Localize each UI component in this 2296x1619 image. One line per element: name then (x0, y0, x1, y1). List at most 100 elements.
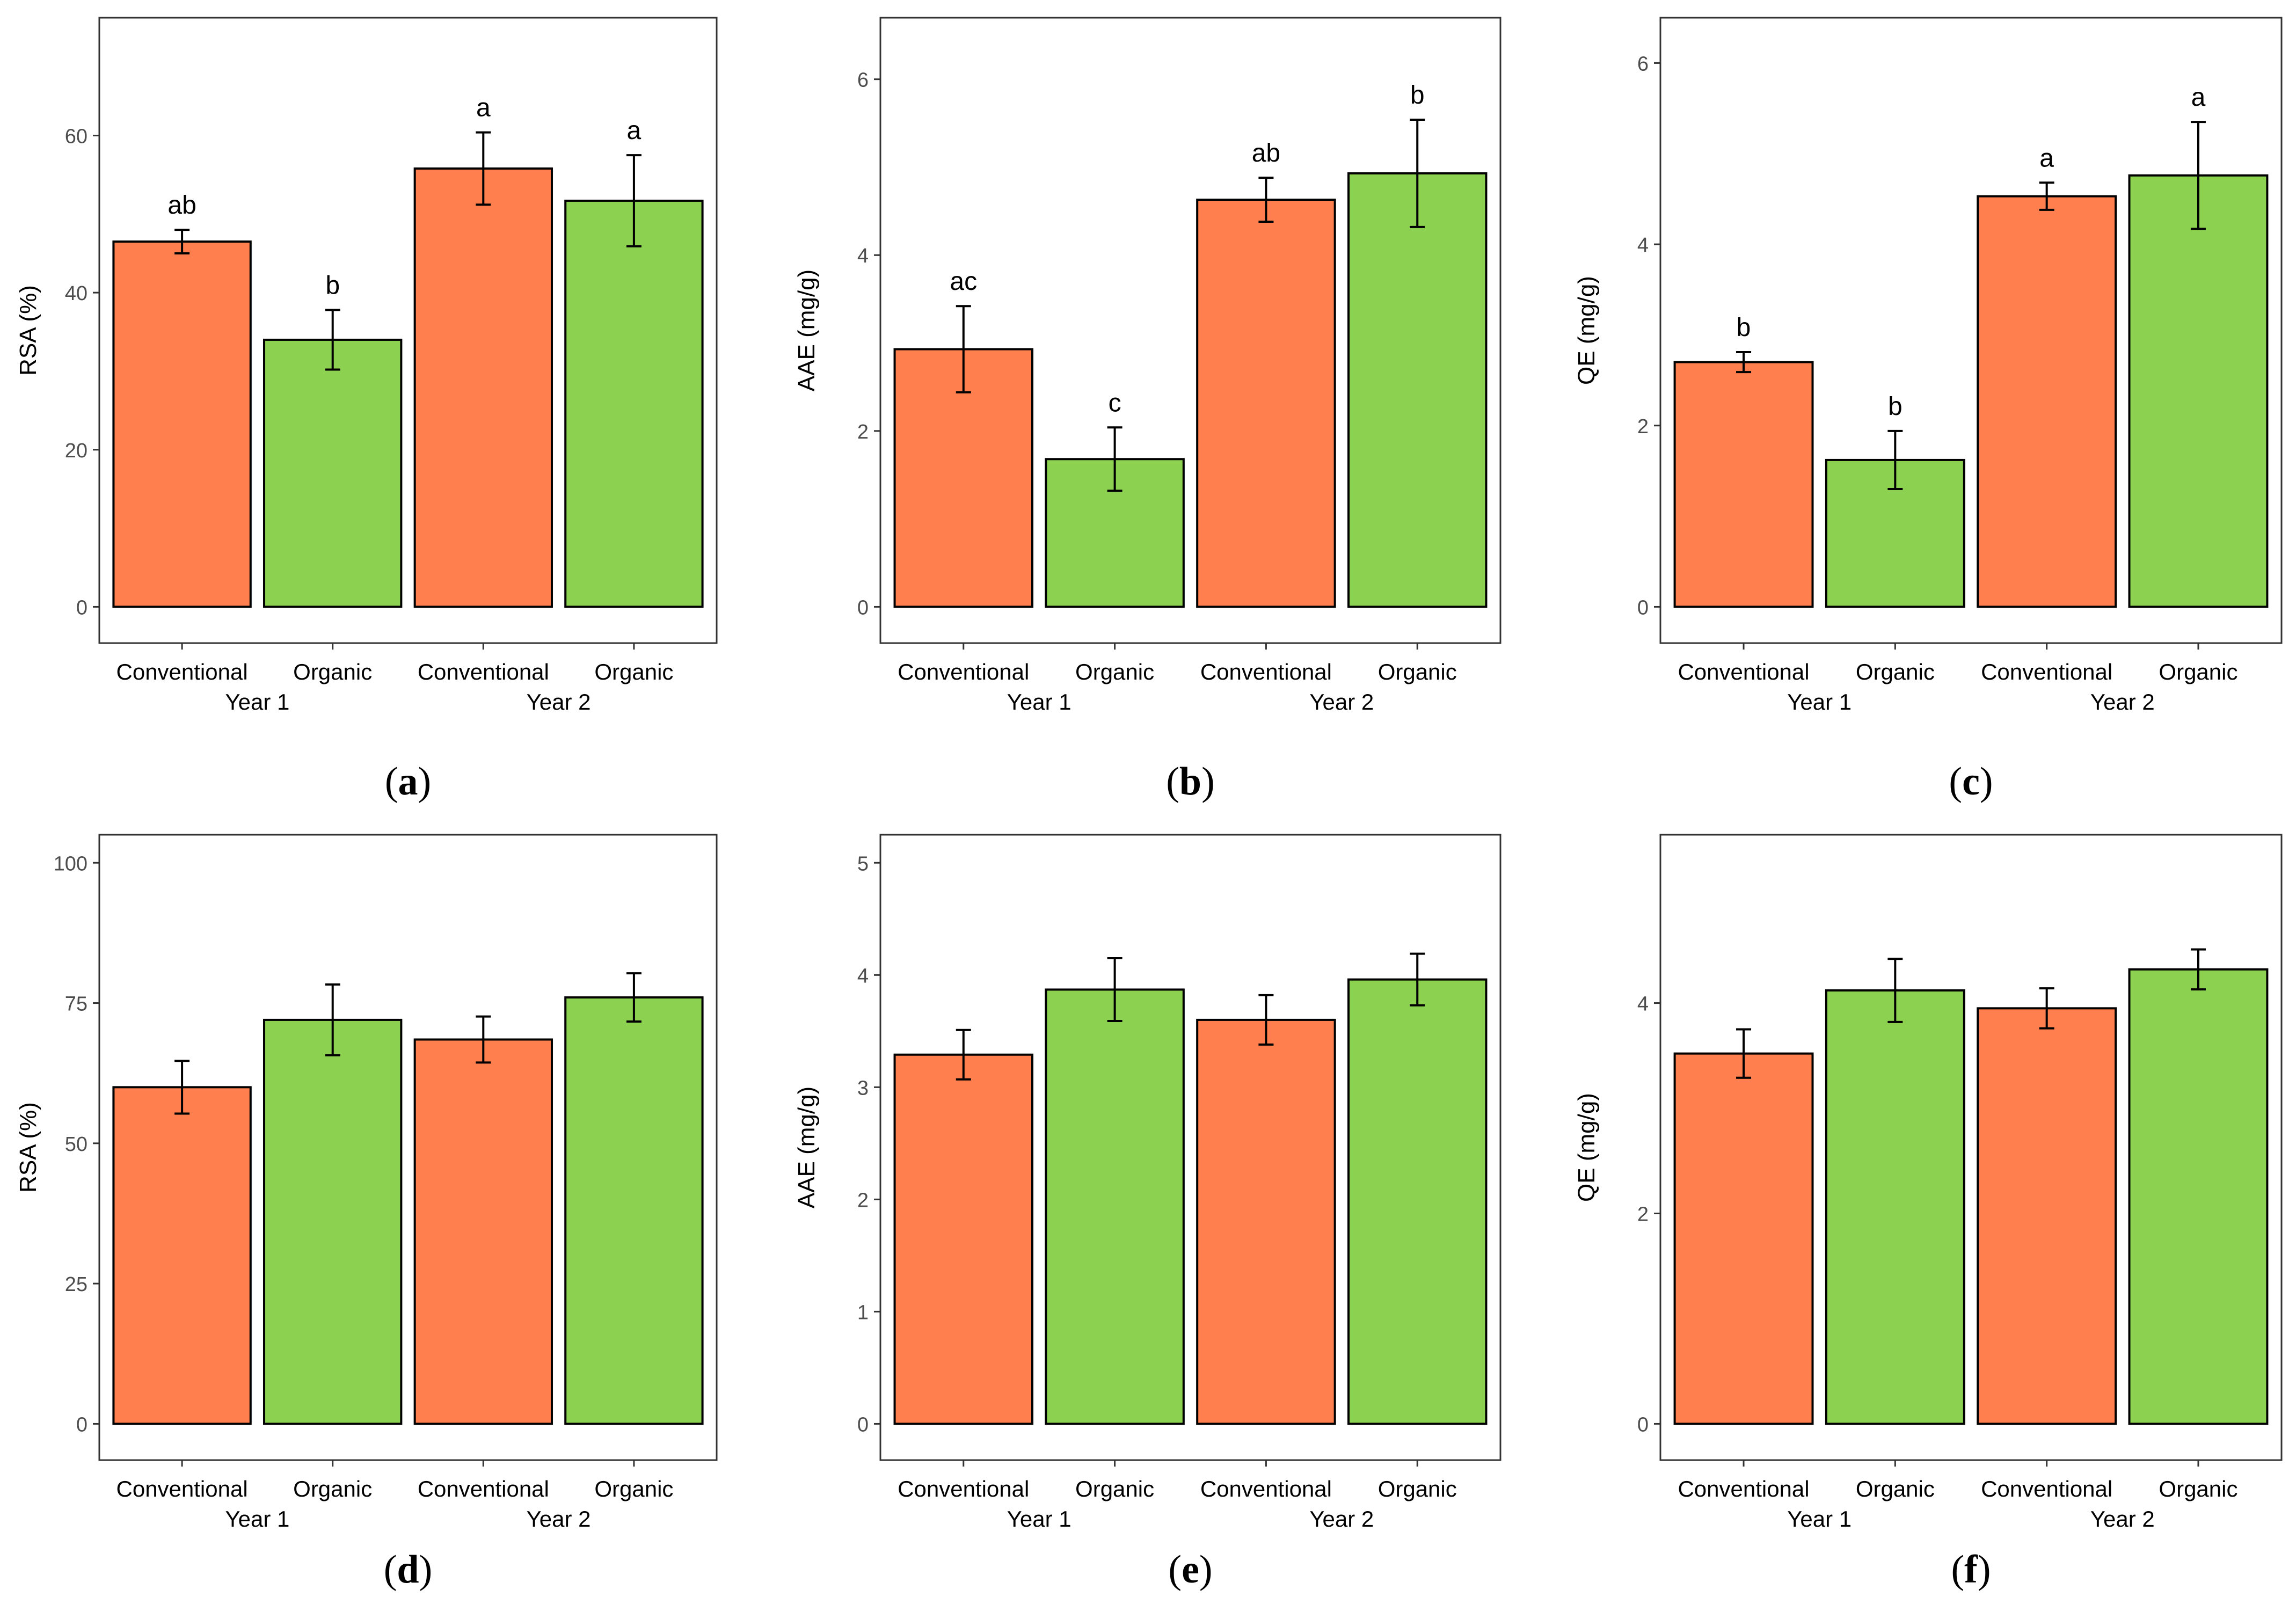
x-group-label: Year 1 (1007, 1506, 1072, 1532)
panel-caption: (f) (1951, 1548, 1991, 1592)
y-tick-label: 25 (65, 1273, 88, 1296)
y-tick-label: 0 (857, 596, 869, 619)
bar-organic (2128, 968, 2269, 1425)
panel-caption: (a) (385, 760, 431, 804)
significance-letter: b (1410, 81, 1425, 110)
bar-organic (1347, 172, 1488, 608)
x-group-label: Year 2 (2090, 689, 2155, 714)
x-group-label: Year 1 (1007, 689, 1072, 714)
x-category-label: Organic (2159, 1476, 2237, 1501)
significance-letter: b (325, 271, 340, 300)
significance-letter: a (2039, 144, 2054, 172)
x-group-label: Year 2 (1309, 689, 1374, 714)
panel-d: 0 25 50 75 100 RSA (%) Conventional Organic Conv… (15, 834, 718, 1592)
significance-letter: b (1888, 392, 1903, 421)
y-axis-label: AAE (mg/g) (793, 1086, 820, 1208)
x-category-label: Conventional (116, 1476, 248, 1501)
y-tick-label: 0 (857, 1413, 869, 1436)
x-group-label: Year 2 (2090, 1506, 2155, 1532)
x-category-label: Conventional (898, 659, 1029, 684)
x-group-label: Year 2 (527, 689, 591, 714)
significance-letter: a (627, 116, 642, 145)
y-tick-label: 4 (1637, 993, 1649, 1016)
y-axis-label: RSA (%) (15, 285, 41, 376)
bar-conventional (1673, 1052, 1814, 1425)
panel-b: 0 2 4 6 AAE (mg/g) ac Conventional c Organic ab Co… (793, 17, 1501, 804)
bar-conventional (1196, 1018, 1336, 1425)
y-tick-label: 3 (857, 1077, 869, 1099)
significance-letter: ab (1252, 139, 1280, 167)
y-tick-label: 6 (857, 69, 869, 92)
x-category-label: Organic (293, 659, 372, 684)
bar-organic (1045, 988, 1185, 1425)
x-category-label: Conventional (1678, 1476, 1809, 1501)
significance-letter: a (2191, 83, 2206, 112)
panel-caption: (e) (1168, 1548, 1212, 1592)
y-tick-label: 4 (1637, 234, 1649, 257)
y-axis-label: AAE (mg/g) (793, 269, 820, 391)
bar-conventional (1977, 195, 2117, 608)
y-tick-label: 0 (76, 1413, 88, 1436)
x-category-label: Conventional (898, 1476, 1029, 1501)
significance-letter: ab (167, 191, 196, 220)
x-group-label: Year 1 (225, 1506, 289, 1532)
y-tick-label: 0 (76, 596, 88, 619)
panel-caption: (c) (1949, 760, 1993, 804)
x-group-label: Year 2 (527, 1506, 591, 1532)
y-axis-label: QE (mg/g) (1573, 1093, 1600, 1202)
x-group-label: Year 1 (1787, 689, 1852, 714)
bar-organic (2128, 174, 2269, 608)
x-category-label: Organic (1075, 659, 1154, 684)
x-category-label: Conventional (1981, 659, 2112, 684)
x-group-label: Year 1 (225, 689, 289, 714)
y-tick-label: 40 (65, 282, 88, 305)
bar-conventional (112, 1086, 252, 1425)
bar-organic (564, 199, 704, 608)
x-category-label: Organic (1075, 1476, 1154, 1501)
y-tick-label: 2 (1637, 415, 1649, 438)
x-group-label: Year 1 (1787, 1506, 1852, 1532)
x-category-label: Organic (1378, 659, 1457, 684)
bar-organic (263, 338, 403, 608)
bar-conventional (893, 1053, 1033, 1425)
x-category-label: Organic (2159, 659, 2237, 684)
panel-caption: (d) (384, 1548, 432, 1592)
x-category-label: Organic (1378, 1476, 1457, 1501)
bar-organic (263, 1018, 403, 1425)
x-category-label: Conventional (418, 1476, 549, 1501)
significance-letter: c (1109, 389, 1121, 417)
y-tick-label: 100 (54, 852, 88, 875)
x-category-label: Organic (1856, 1476, 1935, 1501)
panel-caption: (b) (1166, 760, 1214, 804)
y-tick-label: 60 (65, 125, 88, 148)
significance-letter: a (476, 94, 491, 122)
x-category-label: Organic (594, 1476, 673, 1501)
y-tick-label: 20 (65, 440, 88, 462)
bar-organic (1347, 978, 1488, 1425)
bar-organic (564, 996, 704, 1425)
panel-f: 0 2 4 QE (mg/g) Conventional Organic Conventio… (1573, 834, 2283, 1592)
y-axis-label: QE (mg/g) (1573, 276, 1600, 385)
y-tick-label: 2 (857, 1189, 869, 1212)
bar-conventional (1977, 1007, 2117, 1425)
bar-conventional (112, 240, 252, 608)
x-category-label: Conventional (116, 659, 248, 684)
panel-e: 0 1 2 3 4 5 AAE (mg/g) Conventional Organic Conve… (793, 834, 1501, 1592)
panel-c: 0 2 4 6 QE (mg/g) b Conventional b Organic a Conve… (1573, 17, 2283, 804)
x-category-label: Conventional (1200, 1476, 1332, 1501)
y-tick-label: 50 (65, 1133, 88, 1156)
x-category-label: Conventional (1981, 1476, 2112, 1501)
y-tick-label: 4 (857, 965, 869, 987)
y-axis-label: RSA (%) (15, 1102, 41, 1193)
y-tick-label: 0 (1637, 596, 1649, 619)
x-category-label: Organic (594, 659, 673, 684)
x-category-label: Conventional (1678, 659, 1809, 684)
significance-letter: ac (950, 267, 977, 296)
x-category-label: Conventional (418, 659, 549, 684)
x-category-label: Organic (293, 1476, 372, 1501)
bar-organic (1825, 989, 1965, 1425)
y-tick-label: 2 (1637, 1203, 1649, 1226)
y-tick-label: 75 (65, 993, 88, 1016)
y-tick-label: 5 (857, 852, 869, 875)
